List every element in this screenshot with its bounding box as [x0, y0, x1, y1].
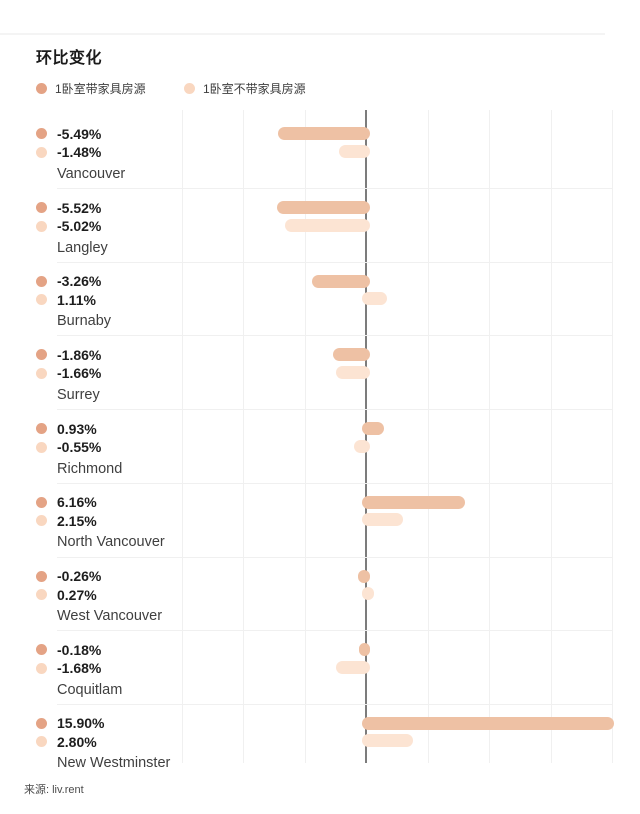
- source-note: 来源: liv.rent: [24, 784, 84, 796]
- value-label-unfurnished: 2.80%: [57, 733, 97, 750]
- value-label-unfurnished: -5.02%: [57, 218, 102, 234]
- unfurnished-dot-icon: [36, 589, 47, 600]
- value-label-unfurnished: -1.66%: [57, 365, 102, 382]
- furnished-dot-icon: [36, 202, 47, 213]
- value-label-unfurnished: -0.55%: [57, 439, 102, 456]
- legend-item-furnished: 1卧室带家具房源: [36, 80, 146, 97]
- value-label-furnished: -5.49%: [57, 125, 102, 142]
- top-divider: [0, 33, 605, 35]
- bar-furnished: [358, 569, 370, 583]
- row-separator: [57, 188, 612, 189]
- chart-title: 环比变化: [36, 50, 103, 67]
- bar-unfurnished: [362, 734, 414, 748]
- gridline: [181, 110, 183, 763]
- bar-furnished: [359, 643, 370, 657]
- unfurnished-dot-icon: [36, 367, 47, 379]
- furnished-dot-icon: [36, 275, 47, 287]
- furnished-dot-icon: [36, 570, 47, 582]
- bar-unfurnished: [362, 513, 404, 527]
- row-separator: [57, 335, 612, 337]
- bar-furnished: [277, 201, 370, 214]
- city-label: North Vancouver: [57, 534, 165, 551]
- bar-unfurnished: [336, 660, 370, 674]
- bar-unfurnished: [362, 587, 375, 600]
- gridline: [550, 110, 552, 763]
- bar-furnished: [311, 274, 370, 288]
- city-label: Surrey: [57, 386, 100, 403]
- bar-furnished: [277, 127, 370, 141]
- legend-unfurnished-dot-icon: [184, 83, 195, 94]
- bar-unfurnished: [339, 144, 370, 158]
- bar-furnished: [362, 422, 385, 436]
- bar-furnished: [362, 716, 615, 730]
- legend-unfurnished-label: 1卧室不带家具房源: [203, 82, 306, 96]
- value-label-furnished: -0.26%: [57, 568, 102, 584]
- unfurnished-dot-icon: [36, 736, 47, 748]
- city-label: Richmond: [57, 460, 123, 477]
- city-label: Vancouver: [57, 165, 126, 182]
- zero-axis-line: [365, 110, 367, 763]
- value-label-unfurnished: -1.68%: [57, 660, 102, 677]
- bar-unfurnished: [336, 365, 370, 379]
- gridline: [243, 110, 244, 763]
- legend-furnished-dot-icon: [36, 83, 47, 94]
- furnished-dot-icon: [36, 128, 47, 140]
- row-separator: [57, 261, 612, 263]
- unfurnished-dot-icon: [36, 294, 47, 306]
- bar-unfurnished: [362, 292, 388, 306]
- value-label-furnished: 15.90%: [57, 715, 105, 732]
- bar-furnished: [362, 495, 465, 509]
- unfurnished-dot-icon: [36, 662, 47, 674]
- city-label: Langley: [57, 239, 108, 256]
- city-label: New Westminster: [57, 755, 171, 772]
- bar-furnished: [333, 348, 370, 362]
- bar-unfurnished: [284, 218, 370, 232]
- legend-item-unfurnished: 1卧室不带家具房源: [184, 80, 306, 97]
- legend-furnished-label: 1卧室带家具房源: [55, 82, 146, 96]
- unfurnished-dot-icon: [36, 441, 47, 453]
- value-label-furnished: 6.16%: [57, 494, 97, 511]
- city-label: Burnaby: [57, 313, 112, 330]
- value-label-furnished: -0.18%: [57, 641, 102, 658]
- gridline: [489, 110, 490, 763]
- row-separator: [57, 409, 612, 411]
- value-label-furnished: -5.52%: [57, 199, 102, 216]
- value-label-unfurnished: 2.15%: [57, 512, 97, 529]
- city-label: Coquitlam: [57, 681, 123, 698]
- value-label-unfurnished: 1.11%: [57, 291, 96, 308]
- value-label-furnished: 0.93%: [57, 420, 97, 437]
- row-separator: [57, 556, 612, 558]
- gridline: [304, 110, 306, 763]
- row-separator: [57, 630, 612, 632]
- furnished-dot-icon: [36, 717, 47, 729]
- furnished-dot-icon: [36, 349, 47, 361]
- furnished-dot-icon: [36, 496, 47, 508]
- unfurnished-dot-icon: [36, 515, 47, 527]
- gridline: [427, 110, 429, 763]
- bar-unfurnished: [353, 439, 370, 453]
- furnished-dot-icon: [36, 423, 47, 435]
- row-separator: [57, 703, 612, 705]
- unfurnished-dot-icon: [36, 220, 47, 232]
- value-label-furnished: -1.86%: [57, 346, 102, 363]
- unfurnished-dot-icon: [36, 146, 47, 158]
- gridline: [612, 110, 613, 763]
- value-label-furnished: -3.26%: [57, 273, 102, 290]
- value-label-unfurnished: -1.48%: [57, 144, 102, 161]
- city-label: West Vancouver: [57, 608, 163, 624]
- furnished-dot-icon: [36, 644, 47, 656]
- value-label-unfurnished: 0.27%: [57, 586, 97, 603]
- row-separator: [57, 482, 612, 484]
